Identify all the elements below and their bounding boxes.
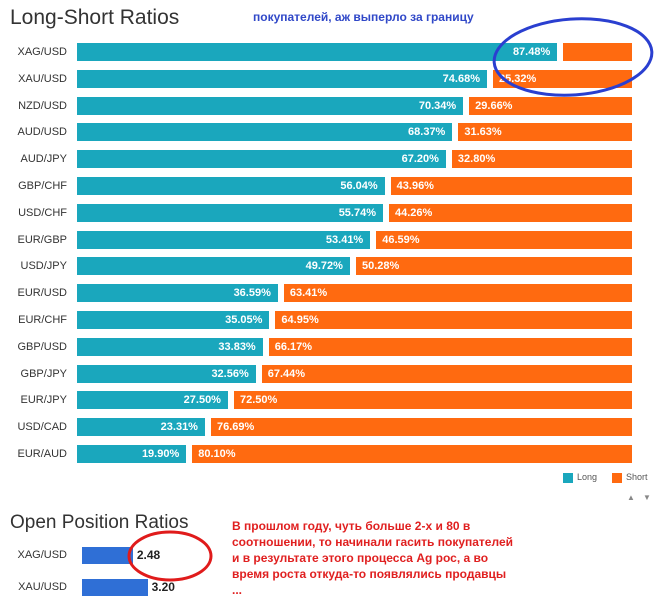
long-short-title: Long-Short Ratios: [10, 6, 180, 29]
pair-label: AUD/USD: [17, 126, 67, 139]
long-bar[interactable]: 55.74%: [77, 203, 383, 222]
open-position-bar[interactable]: [82, 547, 133, 564]
long-bar[interactable]: 68.37%: [77, 123, 453, 142]
annotation-line: ...: [232, 583, 243, 597]
short-bar[interactable]: 66.17%: [268, 337, 632, 356]
long-bar[interactable]: 27.50%: [77, 391, 228, 410]
long-bar[interactable]: 67.20%: [77, 150, 446, 169]
annotation-top: покупателей, аж выперло за границу: [253, 10, 474, 24]
pair-label: USD/CAD: [17, 421, 67, 434]
legend-long[interactable]: Long: [563, 472, 597, 483]
pair-label: GBP/USD: [17, 340, 67, 353]
short-bar[interactable]: 29.66%: [469, 96, 632, 115]
long-bar[interactable]: 36.59%: [77, 284, 278, 303]
legend-long-swatch: [563, 472, 573, 483]
pair-label: USD/CHF: [18, 206, 67, 219]
short-bar[interactable]: 32.80%: [451, 150, 632, 169]
open-position-title: Open Position Ratios: [10, 512, 189, 533]
short-bar[interactable]: 72.50%: [233, 391, 632, 410]
long-bar[interactable]: 19.90%: [77, 445, 187, 463]
pair-label: XAG/USD: [17, 46, 67, 58]
pair-label: GBP/CHF: [18, 180, 67, 192]
short-bar[interactable]: [563, 43, 632, 61]
pair-label: EUR/JPY: [20, 394, 67, 407]
pair-label: AUD/JPY: [20, 153, 67, 166]
pair-label: XAU/USD: [18, 72, 67, 85]
short-bar[interactable]: 67.44%: [261, 364, 632, 383]
long-bar[interactable]: 33.83%: [77, 337, 263, 356]
pair-label: EUR/CHF: [18, 314, 67, 326]
short-bar[interactable]: 25.32%: [492, 69, 632, 88]
long-bar[interactable]: 32.56%: [77, 364, 256, 383]
short-bar[interactable]: 50.28%: [355, 257, 632, 276]
pair-label: EUR/AUD: [17, 448, 67, 460]
legend-short-label: Short: [626, 472, 648, 482]
long-bar[interactable]: 49.72%: [77, 257, 350, 276]
long-bar[interactable]: 53.41%: [77, 230, 371, 249]
annotation-line: время роста откуда-то появлялись продавц…: [232, 567, 507, 581]
short-bar[interactable]: 63.41%: [283, 284, 632, 303]
pair-label: NZD/USD: [18, 99, 67, 112]
pager-prev-icon[interactable]: ▲: [627, 493, 635, 502]
short-bar[interactable]: 64.95%: [275, 311, 632, 329]
pair-label: XAG/USD: [17, 549, 67, 561]
annotation-line: В прошлом году, чуть больше 2-х и 80 в: [232, 519, 471, 533]
annotation-bottom: В прошлом году, чуть больше 2-х и 80 в с…: [232, 518, 552, 598]
annotation-line: соотношении, то начинали гасить покупате…: [232, 535, 513, 549]
short-bar[interactable]: 80.10%: [192, 445, 632, 463]
short-bar[interactable]: 43.96%: [390, 177, 632, 195]
pair-label: XAU/USD: [18, 581, 67, 593]
pager-next-icon[interactable]: ▼: [643, 493, 651, 502]
short-bar[interactable]: 44.26%: [389, 203, 632, 222]
open-position-value: 3.20: [151, 580, 175, 594]
pair-label: EUR/USD: [17, 287, 67, 300]
annotation-line: и в результате этого процесса Ag рос, а …: [232, 551, 489, 565]
pair-label: GBP/JPY: [20, 367, 67, 380]
long-bar[interactable]: 35.05%: [77, 311, 270, 329]
pair-label: EUR/GBP: [17, 233, 67, 246]
short-bar[interactable]: 46.59%: [376, 230, 632, 249]
short-bar[interactable]: 31.63%: [458, 123, 632, 142]
long-bar[interactable]: 70.34%: [77, 96, 464, 115]
open-position-bar[interactable]: [82, 579, 148, 596]
pair-label: USD/JPY: [20, 260, 67, 273]
legend-short[interactable]: Short: [612, 472, 648, 483]
long-bar[interactable]: 23.31%: [77, 418, 205, 437]
legend-long-label: Long: [577, 472, 598, 482]
long-bar[interactable]: 56.04%: [77, 177, 385, 195]
open-position-value: 2.48: [136, 548, 161, 562]
legend-short-swatch: [612, 472, 622, 483]
long-bar[interactable]: 74.68%: [77, 69, 487, 88]
short-bar[interactable]: 76.69%: [210, 418, 632, 437]
long-bar[interactable]: 87.48%: [77, 43, 558, 61]
